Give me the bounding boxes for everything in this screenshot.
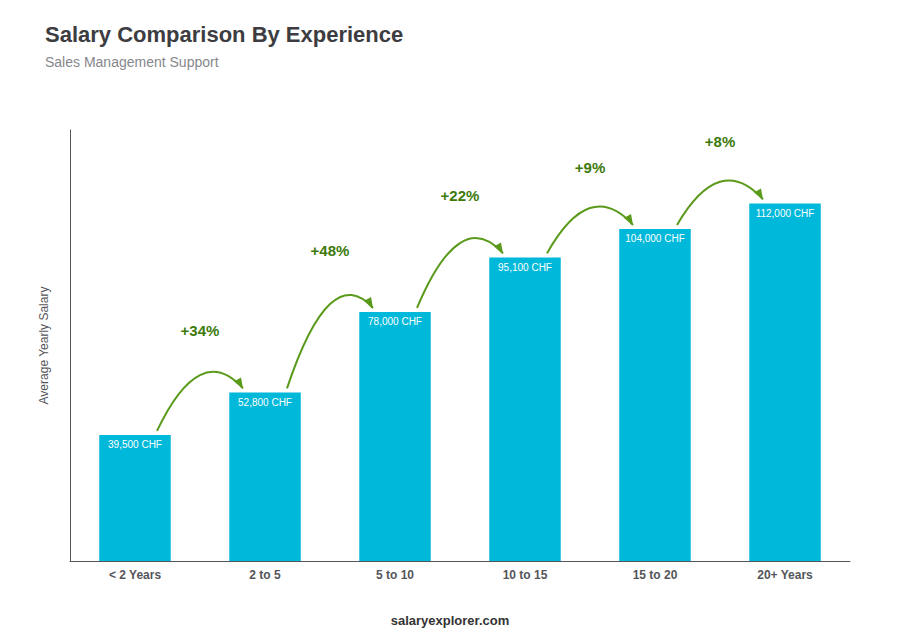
svg-text:112,000 CHF: 112,000 CHF <box>756 208 815 219</box>
svg-text:104,000 CHF: 104,000 CHF <box>625 233 684 244</box>
svg-text:< 2 Years: < 2 Years <box>109 568 161 582</box>
svg-text:95,100 CHF: 95,100 CHF <box>498 262 552 273</box>
svg-text:15 to 20: 15 to 20 <box>633 568 678 582</box>
svg-text:+9%: +9% <box>575 159 605 176</box>
svg-text:5 to 10: 5 to 10 <box>376 568 414 582</box>
svg-text:52,800 CHF: 52,800 CHF <box>238 397 292 408</box>
svg-text:2 to 5: 2 to 5 <box>249 568 281 582</box>
svg-text:78,000 CHF: 78,000 CHF <box>368 316 422 327</box>
svg-text:+22%: +22% <box>441 187 480 204</box>
svg-text:Salary Comparison By Experienc: Salary Comparison By Experience <box>45 22 403 47</box>
svg-text:+48%: +48% <box>311 242 350 259</box>
svg-text:20+ Years: 20+ Years <box>757 568 813 582</box>
svg-text:+8%: +8% <box>705 133 735 150</box>
svg-text:39,500 CHF: 39,500 CHF <box>108 439 162 450</box>
svg-text:10 to 15: 10 to 15 <box>503 568 548 582</box>
svg-text:salaryexplorer.com: salaryexplorer.com <box>391 613 510 628</box>
svg-text:+34%: +34% <box>181 322 220 339</box>
svg-text:Average Yearly Salary: Average Yearly Salary <box>37 287 51 405</box>
svg-text:Sales Management Support: Sales Management Support <box>45 54 219 70</box>
